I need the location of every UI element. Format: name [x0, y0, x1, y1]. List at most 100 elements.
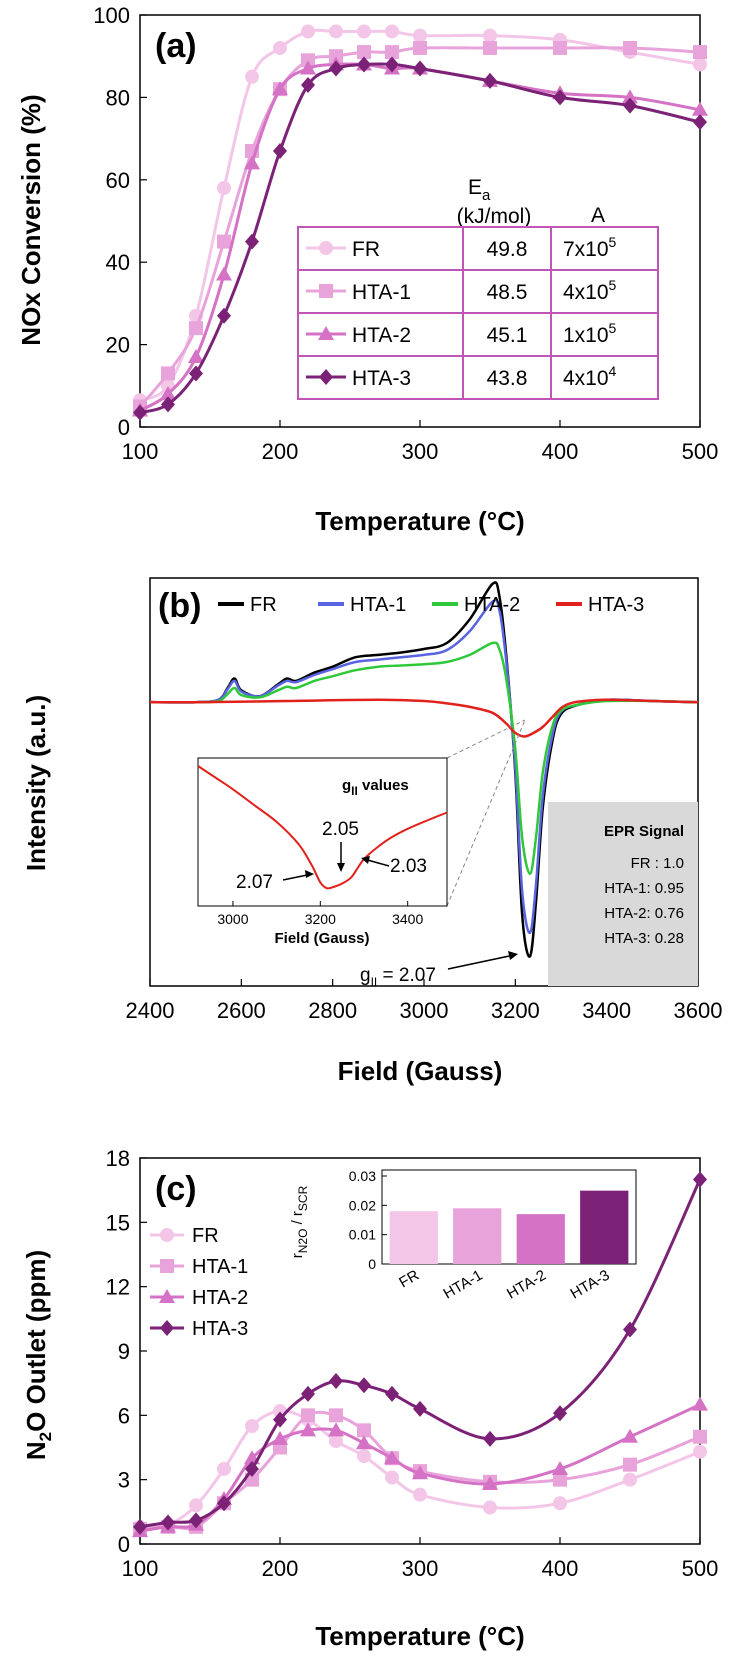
data-point	[622, 1428, 638, 1443]
inset-tick-label: 3200	[305, 911, 336, 927]
x-tick-label: 500	[682, 439, 719, 464]
data-point	[413, 40, 427, 55]
y-tick-label: 40	[106, 250, 130, 275]
data-point	[329, 1373, 343, 1390]
data-point	[357, 56, 371, 73]
arrow-203-head	[361, 856, 370, 864]
data-point	[623, 97, 637, 114]
data-point	[329, 1408, 343, 1423]
table-row-ea: 45.1	[487, 324, 528, 347]
legend-label: HTA-1	[350, 594, 406, 616]
data-point	[301, 24, 315, 39]
inset-y-axis-title: rN2O / rSCR	[289, 1185, 310, 1258]
legend-marker	[160, 1259, 174, 1273]
table-row-a-exp: 5	[609, 277, 617, 293]
g-value-sub: II	[371, 975, 378, 989]
panel-c-legend: FR HTA-1 HTA-2 HTA-3	[150, 1225, 248, 1340]
g-value-annotation: gII = 2.07	[360, 951, 518, 989]
data-point	[189, 365, 203, 382]
x-tick-label: 3400	[582, 998, 631, 1023]
y-tick-label: 3	[118, 1468, 130, 1493]
data-point	[483, 28, 497, 43]
data-point	[272, 1430, 288, 1445]
panel-c-series	[132, 1171, 708, 1538]
x-tick-label: 200	[262, 1556, 299, 1581]
legend-marker	[160, 1320, 174, 1336]
inset-category-label: HTA-2	[504, 1267, 549, 1303]
data-point	[161, 396, 175, 413]
inset-y-ticks: 0 0.01 0.02 0.03	[349, 1168, 387, 1272]
data-point	[329, 49, 343, 64]
data-point	[622, 89, 638, 104]
table-row-a-exp: 5	[609, 234, 617, 250]
data-point	[357, 1377, 371, 1394]
inset-bar	[580, 1190, 629, 1264]
data-point	[244, 155, 260, 170]
legend-item: HTA-3	[556, 594, 644, 616]
data-point	[385, 1385, 399, 1402]
series-line	[139, 1178, 702, 1529]
panel-a-label: (a)	[155, 27, 197, 65]
data-point	[301, 1408, 315, 1423]
inset-title-sub: II	[351, 784, 358, 798]
data-point	[329, 1434, 343, 1449]
table-header-ea: Ea	[468, 176, 491, 204]
data-point	[623, 1472, 637, 1487]
legend-item: HTA-2	[150, 1287, 248, 1309]
inset-category-label: HTA-3	[568, 1267, 613, 1303]
data-point	[245, 233, 259, 250]
legend-label: HTA-2	[464, 594, 520, 616]
panel-b-label: (b)	[158, 587, 201, 625]
legend-item: HTA-1	[318, 594, 406, 616]
table-row-name: HTA-2	[352, 324, 411, 347]
data-point	[483, 1500, 497, 1515]
inset-title: gII values	[342, 777, 409, 798]
data-point	[623, 1457, 637, 1472]
inset-x-axis-title: Field (Gauss)	[274, 930, 369, 947]
data-point	[623, 1321, 637, 1338]
inset-y-sub2: SCR	[296, 1185, 310, 1211]
x-tick-label: 500	[682, 1556, 719, 1581]
data-point	[384, 1450, 400, 1465]
y-tick-label: 60	[106, 168, 130, 193]
arrow-205-head	[337, 863, 345, 872]
data-point	[245, 1419, 259, 1434]
data-point	[357, 1423, 371, 1438]
panel-c: 0 3 6 9 12 15 18 100 200 300 400 500 (c) Temperatu…	[21, 1146, 718, 1651]
epr-signal-row: FR : 1.0	[631, 855, 684, 872]
x-tick-label: 100	[122, 1556, 159, 1581]
series-hta-1	[149, 598, 699, 935]
panel-a-y-axis-title: NOx Conversion (%)	[16, 94, 46, 345]
data-point	[412, 1465, 428, 1480]
inset-y-sub1: N2O	[296, 1229, 310, 1254]
legend-item: FR	[150, 1225, 219, 1247]
table-row-marker	[319, 241, 333, 255]
data-point	[301, 77, 315, 94]
legend-label: HTA-3	[192, 1318, 248, 1340]
panel-a: 0 20 40 60 80 100 100 200 300 400 500 (a) Tempera…	[16, 3, 718, 536]
table-row-ea: 43.8	[487, 367, 528, 390]
panel-a-series	[132, 24, 708, 421]
data-point	[357, 24, 371, 39]
g-value-arrow-head	[508, 951, 518, 960]
data-point	[189, 1498, 203, 1513]
table-row-name: HTA-1	[352, 281, 411, 304]
series-hta-1	[133, 40, 707, 414]
y-tick-label: 0	[118, 1532, 130, 1557]
panel-c-y-axis-title: N2O Outlet (ppm)	[21, 1250, 55, 1460]
data-point	[217, 1495, 231, 1512]
inset-category-label: HTA-1	[441, 1267, 486, 1303]
inset-bar	[389, 1211, 438, 1264]
x-tick-label: 3000	[400, 998, 449, 1023]
inset-bars	[389, 1190, 629, 1264]
inset-y-tick-label: 0.02	[349, 1197, 376, 1213]
data-point	[483, 40, 497, 55]
data-point	[188, 348, 204, 363]
data-point	[216, 266, 232, 281]
y-tick-label: 100	[93, 3, 130, 28]
g-value-arrow	[447, 954, 515, 970]
x-tick-label: 100	[122, 439, 159, 464]
data-point	[413, 1487, 427, 1502]
